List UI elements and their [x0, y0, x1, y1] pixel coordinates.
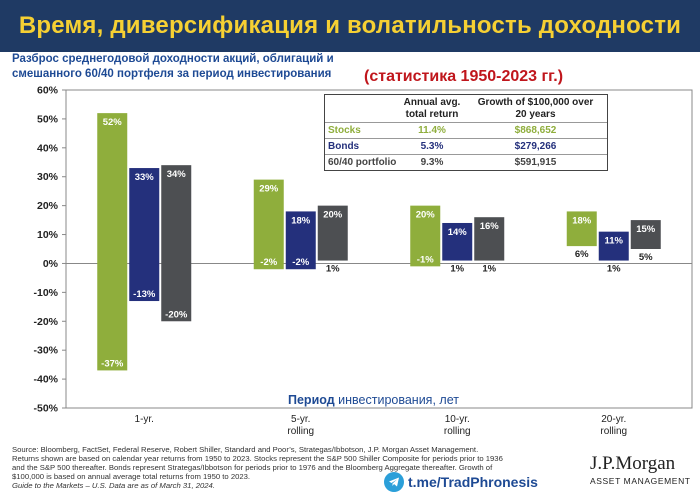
- y-tick-label: 30%: [37, 171, 59, 183]
- data-label-high: 14%: [448, 227, 468, 238]
- data-label-high: 34%: [167, 169, 187, 180]
- telegram-handle[interactable]: t.me/TradPhronesis: [408, 474, 538, 490]
- y-tick-label: -40%: [33, 374, 58, 386]
- bar-bonds: [129, 168, 160, 302]
- bar-60-40-portfolio: [474, 217, 505, 261]
- y-tick-label: 40%: [37, 142, 59, 154]
- notes-line-2: Returns shown are based on calendar year…: [12, 454, 503, 463]
- x-axis-title-rest: инвестирования, лет: [334, 393, 459, 407]
- data-label-high: 18%: [291, 215, 311, 226]
- y-tick-label: -20%: [33, 316, 58, 328]
- data-label-high: 16%: [480, 221, 500, 232]
- data-label-high: 33%: [135, 172, 155, 183]
- data-label-low: 1%: [607, 264, 621, 275]
- title-banner: Время, диверсификация и волатильность до…: [0, 0, 700, 52]
- legend-return: 5.3%: [400, 138, 464, 155]
- plot-frame: [65, 89, 693, 409]
- bar-bonds: [598, 231, 629, 261]
- legend-header-blank: [325, 95, 400, 123]
- bar-stocks: [97, 113, 128, 371]
- legend-row-stocks: Stocks 11.4% $868,652: [325, 122, 607, 139]
- chart-subtitle: Разброс среднегодовой доходности акций, …: [12, 52, 372, 82]
- data-label-high: 11%: [605, 236, 624, 247]
- legend-growth: $868,652: [464, 122, 607, 139]
- legend-growth: $591,915: [464, 154, 607, 170]
- legend-name: 60/40 portfolio: [325, 154, 400, 170]
- data-label-high: 20%: [323, 210, 343, 221]
- data-label-high: 29%: [259, 184, 279, 195]
- data-label-low: 5%: [639, 252, 653, 263]
- legend-table: Annual avg. total return Growth of $100,…: [324, 94, 608, 171]
- jpmorgan-logo: J.P.Morgan ASSET MANAGEMENT: [590, 453, 696, 487]
- y-tick-label: -50%: [33, 403, 58, 415]
- bar-bonds: [285, 211, 316, 270]
- notes-line-1: Source: Bloomberg, FactSet, Federal Rese…: [12, 445, 479, 454]
- notes-line-4: $100,000 is based on annual average tota…: [12, 472, 251, 481]
- x-category-sublabel: rolling: [600, 426, 627, 437]
- legend-row-bonds: Bonds 5.3% $279,266: [325, 138, 607, 155]
- data-label-low: 6%: [575, 249, 589, 260]
- legend-name: Stocks: [325, 122, 400, 139]
- bar-bonds: [442, 222, 473, 261]
- legend-header-return: Annual avg. total return: [403, 97, 461, 120]
- data-label-low: 1%: [326, 264, 340, 275]
- legend-row-6040: 60/40 portfolio 9.3% $591,915: [325, 154, 607, 170]
- y-tick-label: -10%: [33, 287, 58, 299]
- notes-guide: Guide to the Markets – U.S. Data are as …: [12, 481, 215, 490]
- x-axis-title-bold: Период: [288, 393, 335, 407]
- bar-stocks: [566, 211, 597, 247]
- legend-header-growth: Growth of $100,000 over 20 years: [477, 97, 594, 120]
- x-category-label: 1-yr.: [135, 414, 154, 425]
- notes-line-3: and the S&P 500 thereafter. Bonds repres…: [12, 463, 493, 472]
- data-label-high: 18%: [572, 215, 592, 226]
- bar-stocks: [410, 205, 441, 267]
- legend-return: 11.4%: [400, 122, 464, 139]
- bar-60-40-portfolio: [630, 220, 661, 249]
- telegram-link[interactable]: t.me/TradPhronesis: [384, 472, 538, 492]
- data-label-high: 15%: [636, 224, 656, 235]
- legend-name: Bonds: [325, 138, 400, 155]
- y-tick-label: 50%: [37, 113, 59, 125]
- page-title: Время, диверсификация и волатильность до…: [18, 12, 682, 39]
- data-label-high: 20%: [416, 210, 436, 221]
- x-axis-title: Период инвестирования, лет: [288, 393, 459, 407]
- y-tick-label: 10%: [37, 229, 59, 241]
- x-category-label: 20-yr.: [601, 414, 626, 425]
- x-category-sublabel: rolling: [444, 426, 471, 437]
- data-label-low: -20%: [165, 309, 188, 320]
- data-label-low: -37%: [101, 358, 124, 369]
- y-tick-label: 20%: [37, 200, 59, 212]
- data-label-low: 1%: [450, 264, 464, 275]
- subtitle-line-2: смешанного 60/40 портфеля за период инве…: [12, 68, 332, 80]
- logo-subtitle: ASSET MANAGEMENT: [590, 476, 691, 486]
- bar-60-40-portfolio: [317, 205, 348, 261]
- telegram-icon: [384, 472, 404, 492]
- data-label-high: 52%: [103, 117, 123, 128]
- data-label-low: -2%: [292, 257, 309, 268]
- bar-stocks: [253, 179, 284, 270]
- legend-return: 9.3%: [400, 154, 464, 170]
- statistics-period: (статистика 1950-2023 гг.): [364, 68, 564, 85]
- legend-growth: $279,266: [464, 138, 607, 155]
- data-label-low: -1%: [417, 254, 434, 265]
- logo-name: J.P.Morgan: [590, 453, 676, 474]
- source-notes: Source: Bloomberg, FactSet, Federal Rese…: [12, 445, 597, 490]
- subtitle-line-1: Разброс среднегодовой доходности акций, …: [12, 53, 334, 65]
- y-tick-label: -30%: [33, 345, 58, 357]
- bar-60-40-portfolio: [161, 165, 192, 322]
- y-tick-label: 60%: [37, 85, 59, 97]
- x-category-sublabel: rolling: [287, 426, 314, 437]
- x-category-label: 5-yr.: [291, 414, 310, 425]
- data-label-low: 1%: [482, 264, 496, 275]
- y-tick-label: 0%: [43, 258, 59, 270]
- x-category-label: 10-yr.: [445, 414, 470, 425]
- data-label-low: -13%: [133, 289, 156, 300]
- data-label-low: -2%: [260, 257, 277, 268]
